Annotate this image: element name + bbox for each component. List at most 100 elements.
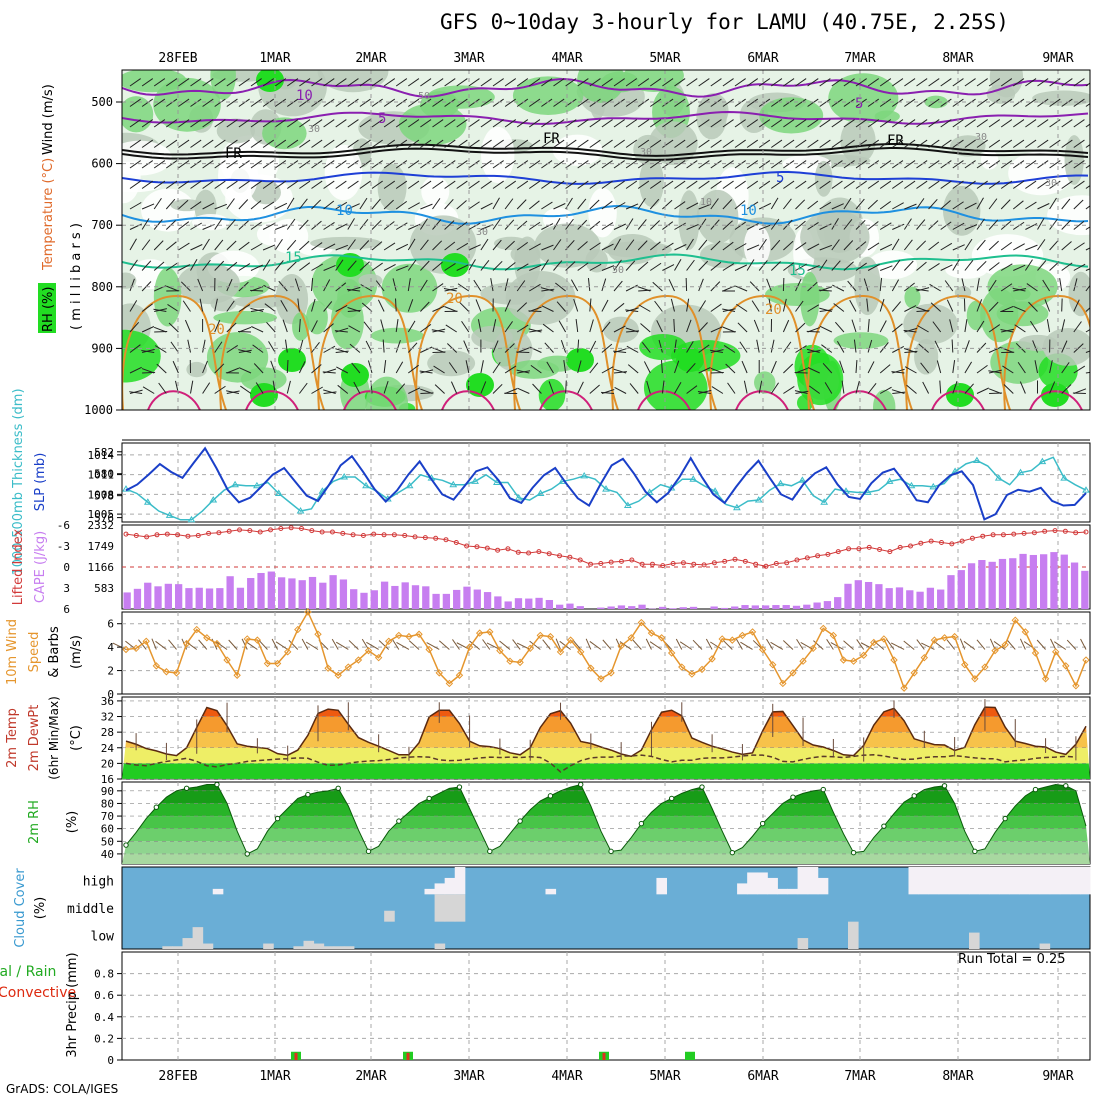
wind-barb <box>456 78 468 87</box>
wind-barb <box>252 344 264 353</box>
wind-barb <box>553 180 565 189</box>
wind-barb <box>305 641 319 650</box>
wind-barb <box>988 139 1001 148</box>
cloud-cell <box>182 938 194 949</box>
wind-barb <box>575 319 579 333</box>
cape-bar <box>741 605 749 609</box>
wind-barb <box>988 78 1001 87</box>
cape-bar <box>247 578 255 609</box>
wind-barb <box>565 218 574 230</box>
wind-barb <box>468 98 480 107</box>
wind-barb <box>529 160 541 169</box>
cape-bar <box>380 581 389 609</box>
lifted-index-marker <box>515 549 521 555</box>
date-label-top: 8MAR <box>942 51 973 66</box>
wind-barb <box>964 139 976 148</box>
tick-label: 60 <box>101 823 114 836</box>
pressure-tick-label: 1000 <box>84 403 113 417</box>
wind-barb <box>323 139 335 148</box>
wind-barb <box>867 263 880 271</box>
wind-barb <box>601 391 615 394</box>
wind-speed-marker <box>930 636 939 644</box>
wind-barb <box>299 382 308 394</box>
wind-barb <box>468 201 480 210</box>
wind-barb <box>516 160 529 169</box>
wind-barb <box>589 362 599 374</box>
wind-barb <box>795 242 807 251</box>
wind-speed-marker <box>1062 662 1070 670</box>
wind-barb <box>395 98 408 107</box>
cloud-cell <box>938 867 950 895</box>
rh-cell <box>696 94 727 140</box>
wind-speed-marker <box>859 651 868 660</box>
wind-barb <box>262 78 275 87</box>
rh-cell <box>833 332 889 349</box>
wind-barb <box>492 361 501 374</box>
wind-barb <box>141 368 155 374</box>
wind-barb <box>920 362 929 374</box>
wind-barb <box>758 78 771 87</box>
wind-barb <box>904 160 916 169</box>
page-title: GFS 0~10day 3-hourly for LAMU (40.75E, 2… <box>440 10 1009 34</box>
wind-barb <box>541 223 554 230</box>
wind-barb <box>946 299 954 312</box>
wind-barb <box>964 180 976 189</box>
wind-barb <box>141 180 154 189</box>
wind-barb <box>492 98 504 107</box>
wind-barb <box>915 288 929 292</box>
wind-barb <box>434 384 445 394</box>
wind-barb <box>867 139 880 148</box>
wind-speed-marker <box>738 631 747 640</box>
wind-barb <box>167 304 179 312</box>
wind-barb <box>770 382 779 394</box>
wind-barb <box>723 345 736 353</box>
lifted-index-marker <box>206 530 212 536</box>
wind-barb <box>940 160 952 169</box>
wind-barb <box>625 307 639 312</box>
temp-unit-label: (°C) <box>69 725 84 751</box>
thickness-marker <box>580 471 589 479</box>
cloud-cell <box>172 946 183 949</box>
wind-barb <box>359 98 371 107</box>
cape-bar <box>1070 562 1079 609</box>
wind-barb <box>737 322 748 333</box>
wind-barb <box>155 345 167 353</box>
cape-bar <box>1040 554 1048 609</box>
lifted-index-marker <box>185 533 191 539</box>
cloud-cell <box>293 946 304 949</box>
wind-barb <box>952 381 958 394</box>
wind-speed-marker <box>728 636 737 644</box>
wind-barb <box>553 203 566 210</box>
wind-speed-marker <box>1021 628 1030 636</box>
wind-barb <box>492 139 504 148</box>
wind-barb <box>546 361 554 374</box>
lifted-index-label: Lifted Index <box>11 528 26 605</box>
rh-marker <box>1032 786 1039 793</box>
wind-barb <box>323 98 335 107</box>
wind-barb <box>516 324 529 333</box>
wind-barb <box>710 367 724 374</box>
wind-barb <box>299 119 311 128</box>
cape-bar <box>298 580 306 609</box>
date-label-bottom: 1MAR <box>259 1069 290 1084</box>
rh-cell <box>840 118 876 164</box>
thickness-marker <box>602 485 610 492</box>
wind-barb <box>880 265 893 271</box>
wind-barb <box>807 264 820 271</box>
wind-barb <box>238 119 250 128</box>
wind-speed-marker <box>799 657 807 665</box>
wind-barb <box>577 360 582 374</box>
wind-barb <box>601 98 613 107</box>
lifted-index-marker <box>588 561 594 567</box>
contour-25 <box>147 390 201 410</box>
wind-barb <box>347 180 359 189</box>
cloud-cell <box>454 867 466 895</box>
wind-barb <box>674 222 687 230</box>
wind-speed-marker <box>486 628 494 636</box>
wind-speed-marker <box>900 684 908 692</box>
wind-barb <box>486 642 501 650</box>
rh-cell <box>643 360 708 410</box>
wind-barb <box>650 98 662 107</box>
rh-marker <box>274 815 281 822</box>
wind-barb <box>988 219 999 230</box>
